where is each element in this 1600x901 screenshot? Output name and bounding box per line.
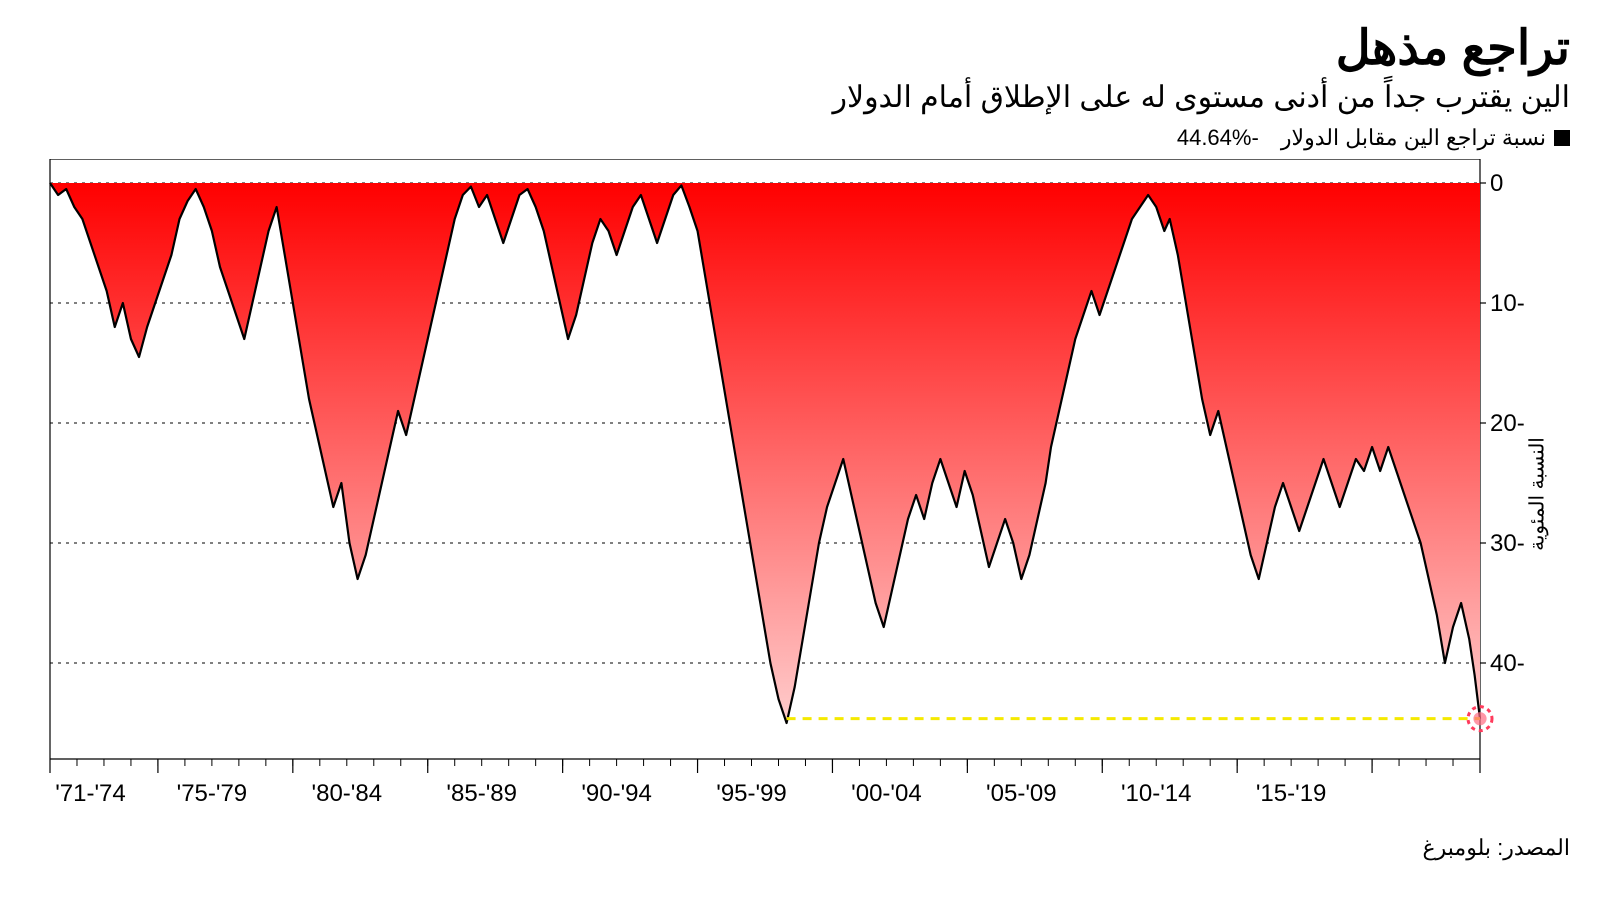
end-marker-dot: [1473, 712, 1486, 725]
y-tick-label: 30-: [1490, 530, 1525, 557]
chart-source: المصدر: بلومبرغ: [30, 835, 1570, 861]
x-tick-label: '71-'74: [55, 780, 126, 807]
y-tick-label: 0: [1490, 170, 1503, 197]
y-tick-label: 10-: [1490, 290, 1525, 317]
x-tick-label: '10-'14: [1121, 780, 1192, 807]
chart-legend: نسبة تراجع الين مقابل الدولار -44.64%: [30, 125, 1570, 151]
x-tick-label: '80-'84: [312, 780, 383, 807]
x-tick-label: '15-'19: [1256, 780, 1327, 807]
x-tick-label: '90-'94: [581, 780, 652, 807]
x-tick-label: '75-'79: [177, 780, 248, 807]
x-tick-label: '95-'99: [716, 780, 787, 807]
y-tick-label: 40-: [1490, 650, 1525, 677]
x-tick-label: '05-'09: [986, 780, 1057, 807]
y-axis-label: النسبة المئوية: [1525, 437, 1550, 551]
chart-subtitle: الين يقترب جداً من أدنى مستوى له على الإ…: [30, 80, 1570, 115]
area-fill: [50, 183, 1480, 723]
x-tick-label: '00-'04: [851, 780, 922, 807]
x-tick-label: '85-'89: [446, 780, 517, 807]
chart-area: النسبة المئوية '71-'74 '75-'79 '80-'84 '85-…: [30, 159, 1570, 829]
legend-label: نسبة تراجع الين مقابل الدولار: [1281, 125, 1546, 151]
y-tick-label: 20-: [1490, 410, 1525, 437]
legend-swatch: [1554, 130, 1570, 146]
chart-svg: '71-'74 '75-'79 '80-'84 '85-'89 '90-'94 '95-'…: [30, 159, 1550, 829]
chart-title: تراجع مذهل: [30, 20, 1570, 76]
legend-value: -44.64%: [1177, 125, 1259, 151]
